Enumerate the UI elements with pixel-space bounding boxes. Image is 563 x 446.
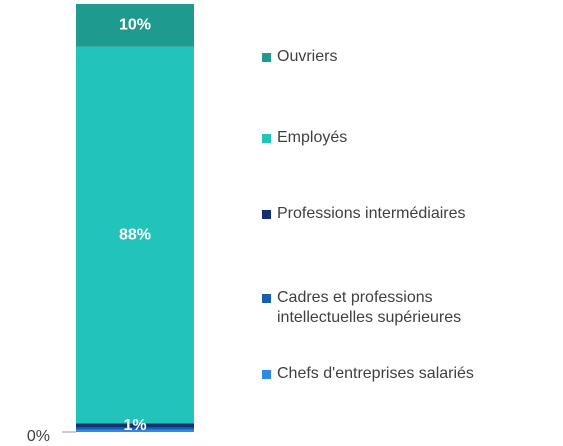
bar-segment bbox=[76, 429, 194, 432]
legend-item: Cadres et professions intellectuelles su… bbox=[262, 288, 532, 328]
bar-segment bbox=[76, 46, 194, 424]
legend-swatch bbox=[262, 370, 271, 379]
legend-item: Professions intermédiaires bbox=[262, 204, 532, 224]
legend-label: Professions intermédiaires bbox=[277, 205, 466, 222]
legend-item: Employés bbox=[262, 128, 532, 148]
data-label: 1% bbox=[123, 417, 146, 434]
bar-segment bbox=[76, 423, 194, 428]
legend-swatch bbox=[262, 294, 271, 303]
data-label: 10% bbox=[119, 17, 151, 34]
data-label: 88% bbox=[119, 226, 151, 243]
legend-swatch bbox=[262, 134, 271, 143]
legend-swatch bbox=[262, 210, 271, 219]
legend-item: Chefs d'entreprises salariés bbox=[262, 364, 532, 384]
y-tick-label: 0% bbox=[27, 428, 50, 445]
legend-label: Cadres et professions intellectuelles su… bbox=[277, 289, 462, 326]
bar-segment bbox=[76, 4, 194, 47]
legend-label: Chefs d'entreprises salariés bbox=[277, 365, 474, 382]
legend-label: Ouvriers bbox=[277, 48, 338, 65]
legend-swatch bbox=[262, 53, 271, 62]
legend-item: Ouvriers bbox=[262, 47, 532, 67]
bar-segment bbox=[76, 427, 194, 430]
legend-label: Employés bbox=[277, 129, 348, 146]
